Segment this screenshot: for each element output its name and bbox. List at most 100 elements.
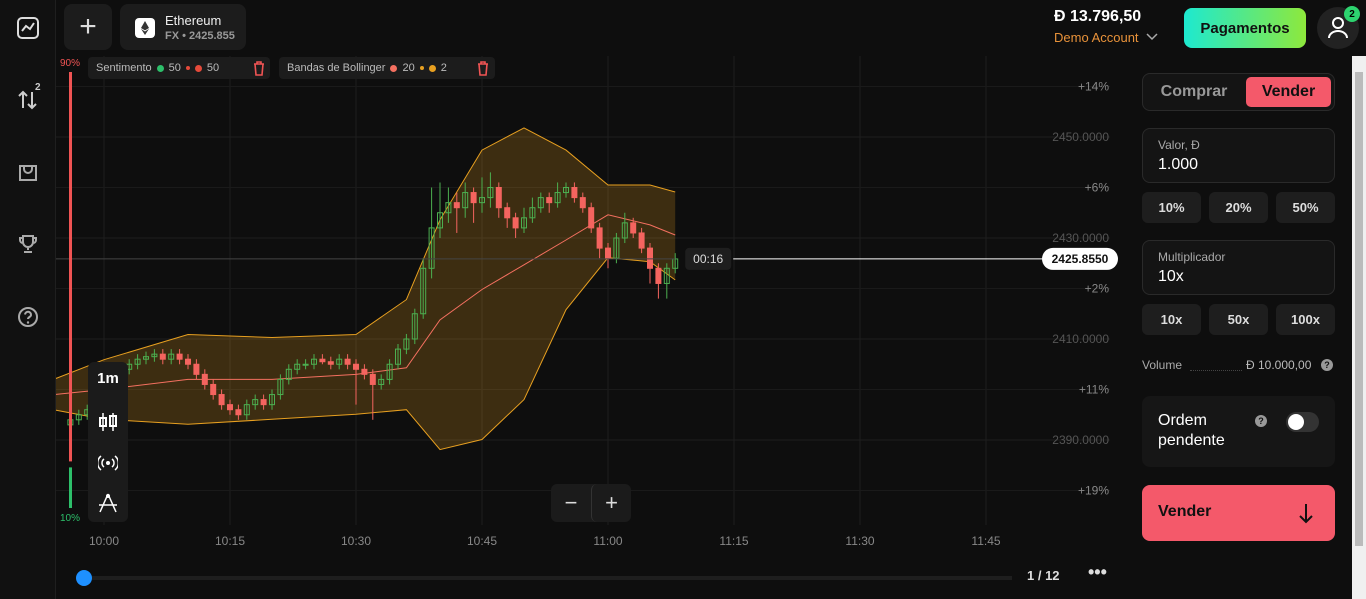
drawing-icon[interactable] xyxy=(97,492,119,514)
dot xyxy=(390,64,398,72)
candle-body xyxy=(579,197,586,209)
candle-body xyxy=(613,237,620,259)
y-tick-label: 2430.0000 xyxy=(1052,231,1109,245)
timer-bg xyxy=(685,247,732,270)
candle-body xyxy=(243,404,250,416)
zoom-in[interactable]: + xyxy=(591,484,631,522)
y-tick-label: 2410.0000 xyxy=(1052,332,1109,346)
timeframe[interactable]: 1m xyxy=(97,370,119,387)
down-arrow xyxy=(1299,504,1313,524)
indicator-param: 50 xyxy=(206,62,220,74)
signals-icon[interactable] xyxy=(98,454,118,472)
trophy-icon[interactable] xyxy=(18,234,38,254)
x-tick-label: 10:30 xyxy=(341,534,371,548)
more-menu[interactable]: ••• xyxy=(1088,562,1107,582)
buy-tab[interactable]: Comprar xyxy=(1160,83,1228,100)
payments-button[interactable]: Pagamentos xyxy=(1184,8,1306,48)
candle-body xyxy=(647,247,653,269)
timeline-start[interactable] xyxy=(76,570,92,586)
amount-preset[interactable]: 10% xyxy=(1142,192,1201,223)
pct-tick-label: +6% xyxy=(1085,181,1110,195)
candle-body xyxy=(428,227,435,269)
y-tick-label: 2450.0000 xyxy=(1052,130,1109,144)
add-asset[interactable]: + xyxy=(64,4,112,50)
candle-body xyxy=(185,358,191,365)
candle-body xyxy=(336,358,343,365)
submit-button[interactable]: Vender xyxy=(1142,485,1335,541)
pending-label: Ordem pendente xyxy=(1158,412,1225,449)
candle-body xyxy=(470,192,477,204)
candle-body xyxy=(378,378,385,385)
multiplier-preset[interactable]: 100x xyxy=(1276,304,1335,335)
amount-label: Valor, Đ xyxy=(1158,138,1200,152)
market-icon[interactable] xyxy=(18,162,38,182)
candle-body xyxy=(462,192,469,209)
x-tick-label: 11:15 xyxy=(719,534,748,548)
delete-icon[interactable] xyxy=(474,59,492,77)
amount-value: 1.000 xyxy=(1158,156,1199,173)
sidebar: 2 xyxy=(0,0,56,599)
pending-help[interactable]: ? xyxy=(1255,415,1267,427)
dot xyxy=(428,64,436,72)
help-icon[interactable] xyxy=(17,306,39,328)
volume-label: Volume xyxy=(1142,358,1183,372)
candle-body xyxy=(176,353,183,360)
candle-body xyxy=(403,338,410,350)
candle-body xyxy=(554,192,561,204)
candle-body xyxy=(75,414,82,421)
candle-body xyxy=(571,187,578,199)
dot xyxy=(419,66,424,70)
candle-body xyxy=(252,399,259,406)
submit-label: Vender xyxy=(1158,503,1212,520)
pending-toggle[interactable] xyxy=(1286,412,1319,432)
price-label: 2425.8550 xyxy=(1052,252,1109,266)
candle-body xyxy=(159,353,166,360)
amount-preset[interactable]: 20% xyxy=(1209,192,1268,223)
trades-icon[interactable] xyxy=(17,88,39,110)
notification-badge: 2 xyxy=(1344,6,1360,22)
candle-body xyxy=(495,187,502,209)
indicator-pill[interactable]: Bandas de Bollinger 20 2 xyxy=(279,57,495,79)
chart-icon[interactable] xyxy=(17,17,39,39)
profile[interactable]: 2 xyxy=(1317,6,1360,49)
amount-input[interactable]: Valor, Đ 1.000 xyxy=(1142,128,1335,183)
indicator-pill[interactable]: Sentimento 50 50 xyxy=(88,57,270,79)
amount-preset[interactable]: 50% xyxy=(1276,192,1335,223)
volume-leader xyxy=(1190,370,1242,371)
account-type[interactable]: Demo Account xyxy=(1054,30,1139,45)
candle-body xyxy=(537,197,544,209)
indicator-param: 50 xyxy=(168,62,181,74)
eth-icon xyxy=(135,18,155,38)
candle-body xyxy=(529,207,536,219)
zoom-out[interactable]: − xyxy=(564,490,578,515)
candle-body xyxy=(504,207,511,219)
multiplier-preset[interactable]: 10x xyxy=(1142,304,1201,335)
x-tick-label: 10:15 xyxy=(215,534,245,548)
candle-body xyxy=(151,353,158,358)
candles-icon[interactable] xyxy=(98,411,118,433)
delete-icon[interactable] xyxy=(250,59,268,77)
multiplier-input[interactable]: Multiplicador 10x xyxy=(1142,240,1335,295)
candle-body xyxy=(445,202,452,214)
scroll-thumb[interactable] xyxy=(1355,72,1363,546)
indicator-name: Sentimento xyxy=(96,62,152,74)
volume-help[interactable]: ? xyxy=(1321,359,1333,371)
asset-tab[interactable]: Ethereum FX • 2425.855 xyxy=(120,4,246,50)
user-icon xyxy=(1328,17,1348,39)
multiplier-value: 10x xyxy=(1158,268,1184,285)
candle-body xyxy=(512,217,519,229)
candle-body xyxy=(168,353,175,360)
candle-body xyxy=(302,363,309,366)
asset-sub: FX • 2425.855 xyxy=(165,30,235,42)
pct-tick-label: +2% xyxy=(1085,282,1110,296)
candle-body xyxy=(260,399,267,406)
x-tick-label: 10:00 xyxy=(89,534,119,548)
sell-tab[interactable]: Vender xyxy=(1246,77,1331,107)
multiplier-preset[interactable]: 50x xyxy=(1209,304,1268,335)
candle-body xyxy=(546,197,553,204)
candle-body xyxy=(596,227,603,249)
candle-body xyxy=(269,394,275,406)
sentiment-top: 90% xyxy=(60,58,81,69)
pagination: 1 / 12 xyxy=(1027,568,1060,583)
candle-body xyxy=(369,373,376,385)
